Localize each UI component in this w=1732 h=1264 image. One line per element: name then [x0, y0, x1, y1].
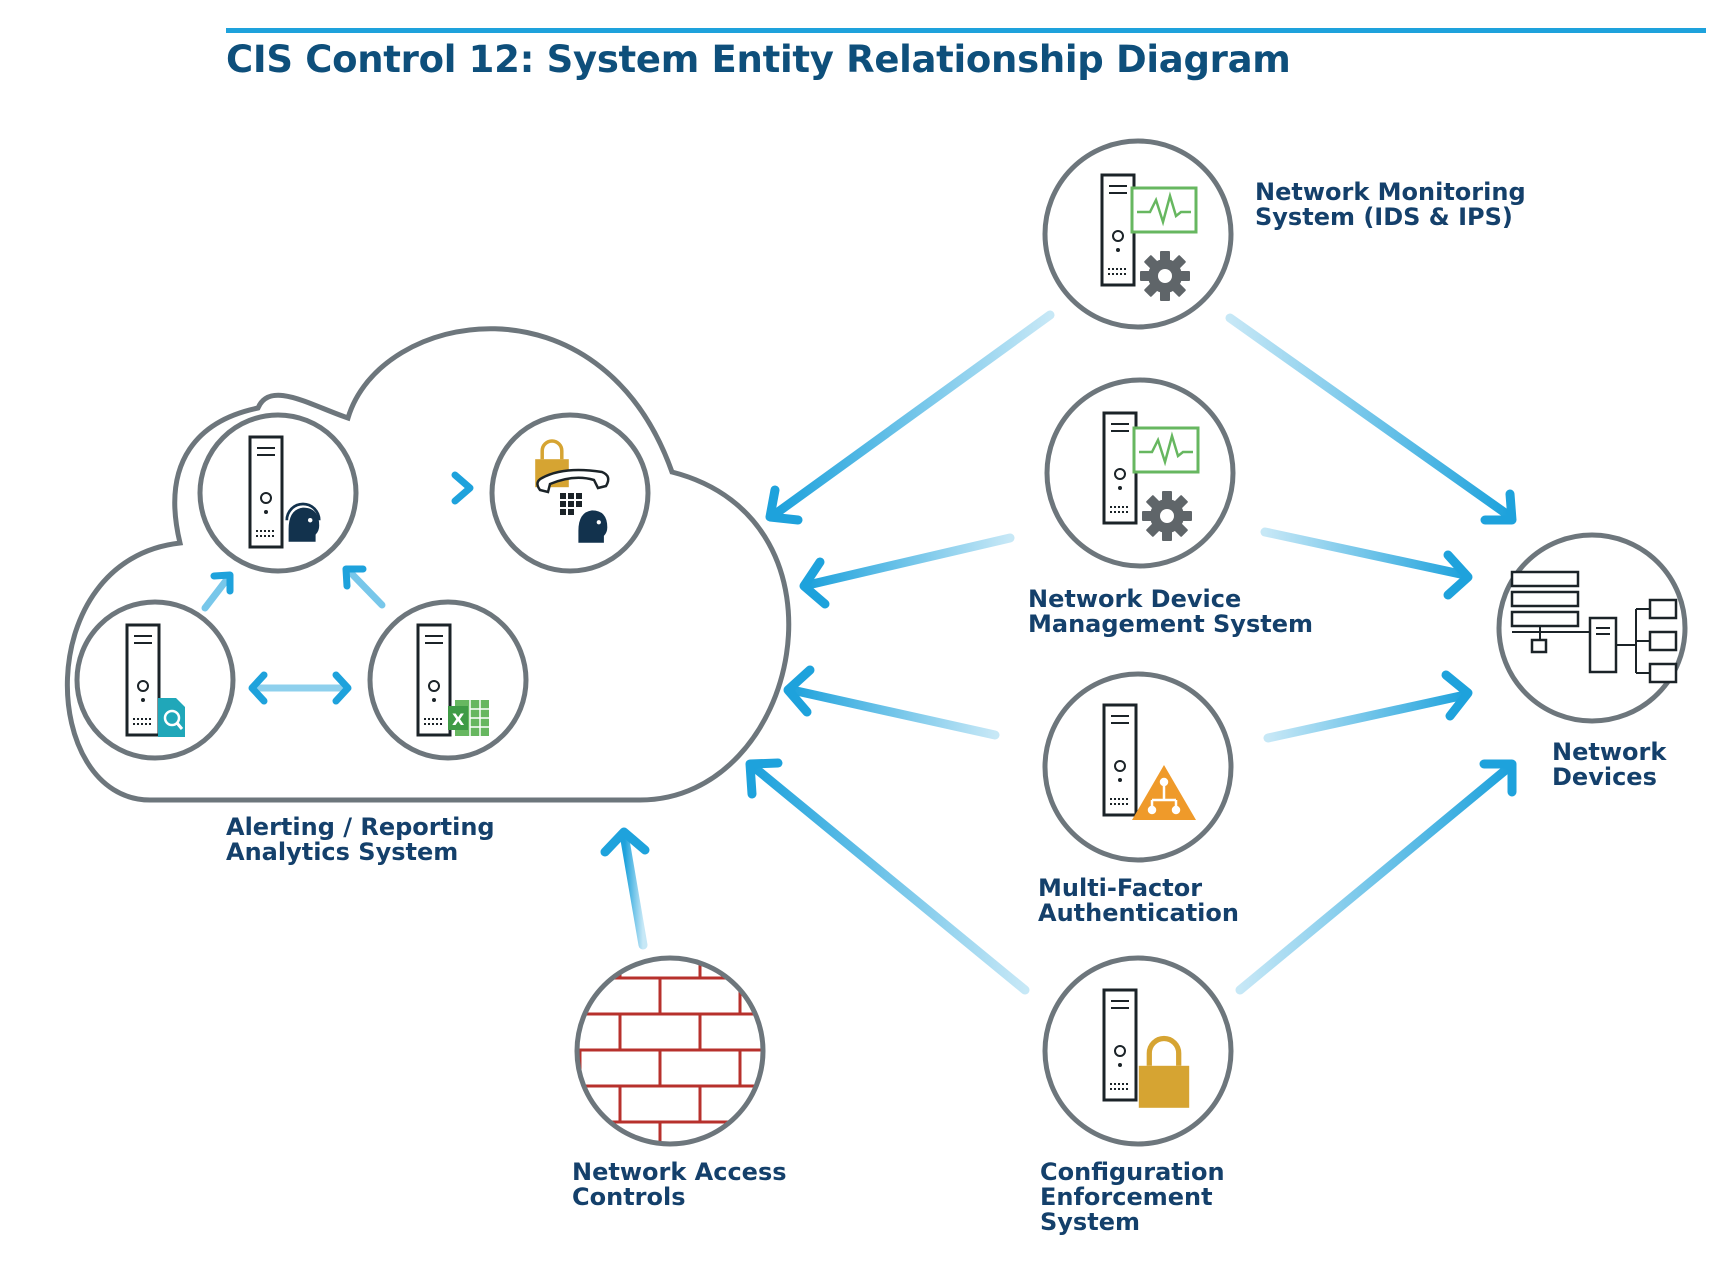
arrow-ndms-to-devices [1260, 527, 1473, 600]
label-alerting-system: Alerting / Reporting Analytics System [226, 813, 495, 866]
node-network-monitoring [1042, 138, 1234, 330]
arrow-config-to-devices [1235, 759, 1517, 995]
cloud-node-secure-phone [489, 412, 651, 574]
cloud-internal-arrows [201, 471, 474, 705]
title-rule [226, 28, 1706, 33]
node-config-enforcement [1042, 955, 1234, 1147]
page-title: CIS Control 12: System Entity Relationsh… [226, 38, 1291, 81]
arrow-monitoring-to-alerting [765, 310, 1055, 525]
label-network-monitoring: Network Monitoring System (IDS & IPS) [1255, 178, 1526, 231]
label-network-access-controls: Network Access Controls [572, 1158, 787, 1211]
node-network-access-controls [574, 955, 766, 1147]
arrow-access-to-alerting [600, 827, 650, 950]
arrow-monitoring-to-devices [1225, 313, 1517, 525]
label-network-device-management: Network Device Management System [1028, 585, 1313, 638]
arrow-config-to-alerting [745, 758, 1030, 995]
node-mfa [1042, 671, 1234, 863]
arrow-mfa-to-alerting [783, 665, 1000, 740]
label-network-devices: Network Devices [1552, 738, 1667, 791]
connection-arrows [600, 310, 1517, 995]
cloud-node-log-search [74, 599, 236, 761]
node-network-devices [1496, 532, 1688, 724]
label-mfa: Multi-Factor Authentication [1038, 874, 1239, 927]
arrow-ndms-to-alerting [799, 533, 1015, 609]
cloud-node-helpdesk [197, 412, 359, 574]
cloud-node-spreadsheet: X [367, 599, 529, 761]
label-config-enforcement: Configuration Enforcement System [1040, 1158, 1225, 1236]
svg-text:X: X [452, 710, 465, 729]
node-network-device-management [1044, 377, 1236, 569]
arrow-mfa-to-devices [1263, 670, 1473, 743]
